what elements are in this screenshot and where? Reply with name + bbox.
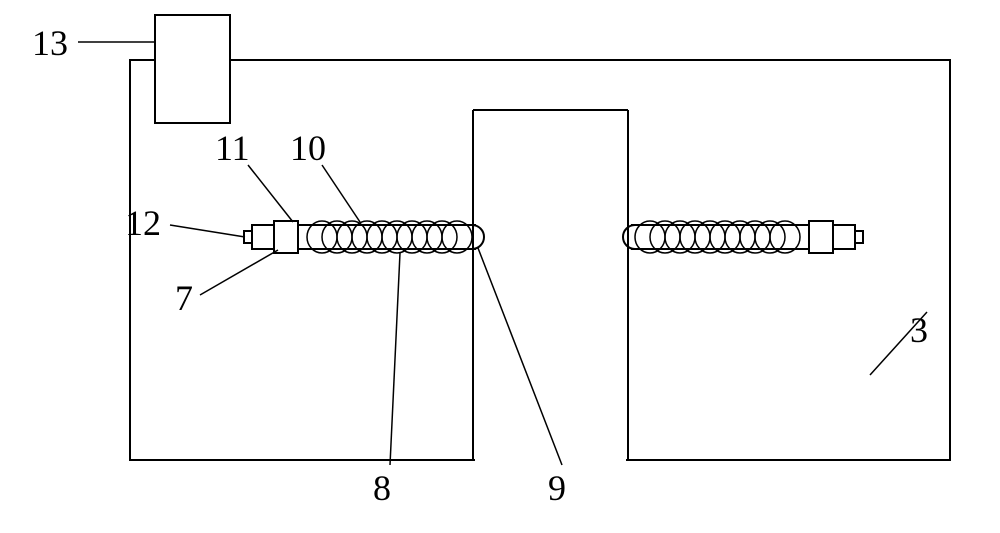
label-10: 10 <box>290 128 326 168</box>
left-spring-assembly <box>244 221 484 253</box>
leader-11 <box>248 165 293 222</box>
right-stop-block <box>809 221 833 253</box>
left-end-nub <box>244 231 252 243</box>
leader-7 <box>200 250 278 295</box>
right-spring-assembly <box>623 221 863 253</box>
right-end-nub <box>855 231 863 243</box>
leader-10 <box>322 165 360 222</box>
label-9: 9 <box>548 468 566 508</box>
leader-8 <box>390 253 400 465</box>
main-housing <box>130 60 950 460</box>
leader-9 <box>478 248 562 465</box>
label-12: 12 <box>125 203 161 243</box>
technical-diagram: 13 11 10 12 7 3 8 9 <box>0 0 1000 533</box>
left-stop-block <box>274 221 298 253</box>
label-11: 11 <box>215 128 250 168</box>
label-7: 7 <box>175 278 193 318</box>
top-tab <box>155 15 230 123</box>
label-3: 3 <box>910 310 928 350</box>
leader-12 <box>170 225 245 237</box>
right-end-cap <box>833 225 855 249</box>
label-13: 13 <box>32 23 68 63</box>
label-8: 8 <box>373 468 391 508</box>
left-end-cap <box>252 225 274 249</box>
